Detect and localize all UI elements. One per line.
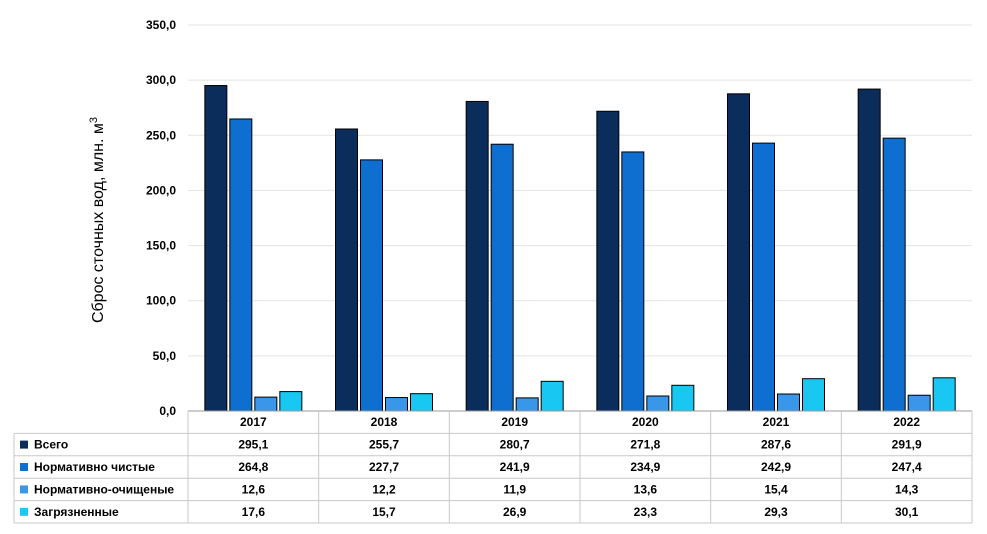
bar xyxy=(621,151,645,412)
data-label: 264,8 xyxy=(238,460,268,474)
y-axis-title-superscript: 3 xyxy=(88,117,100,123)
data-label: 227,7 xyxy=(369,460,399,474)
data-label: 255,7 xyxy=(369,438,399,452)
data-label: 14,3 xyxy=(895,482,919,496)
data-table: 2017 2018 2019 2020 2021 2022 Всего 295,1 255,7 2… xyxy=(13,410,973,524)
bar xyxy=(907,394,931,412)
data-label: 26,9 xyxy=(503,505,527,519)
x-tick-label: 2021 xyxy=(763,415,790,429)
bar xyxy=(254,396,278,412)
bar xyxy=(279,391,303,412)
bar xyxy=(857,88,881,412)
bar xyxy=(410,393,433,412)
bar xyxy=(752,142,775,412)
bar xyxy=(385,397,408,412)
y-tick-label: 50,0 xyxy=(153,349,177,363)
legend-swatch xyxy=(20,507,28,516)
x-tick-label: 2022 xyxy=(893,415,920,429)
bar xyxy=(596,110,620,412)
x-tick-label: 2020 xyxy=(632,415,659,429)
data-label: 234,9 xyxy=(630,460,660,474)
y-axis-title-group: Сброс сточных вод, млн. м3 xyxy=(88,117,107,323)
y-tick-label: 200,0 xyxy=(146,183,176,197)
data-label: 17,6 xyxy=(242,505,266,519)
legend-label: Нормативно-очищеные xyxy=(34,482,174,496)
x-tick-label: 2017 xyxy=(240,415,267,429)
legend-label: Всего xyxy=(34,438,68,452)
data-label: 247,4 xyxy=(892,460,922,474)
y-tick-label: 350,0 xyxy=(146,18,176,32)
data-label: 271,8 xyxy=(630,438,660,452)
gridlines xyxy=(188,24,972,357)
data-label: 23,3 xyxy=(634,505,658,519)
data-label: 291,9 xyxy=(892,438,922,452)
data-label: 11,9 xyxy=(503,482,526,496)
bar xyxy=(932,377,956,412)
bar xyxy=(777,393,800,412)
y-tick-label: 0,0 xyxy=(159,404,176,418)
y-axis-title: Сброс сточных вод, млн. м3 xyxy=(88,117,107,323)
legend-label: Нормативно чистые xyxy=(34,460,155,474)
y-tick-label: 100,0 xyxy=(146,294,176,308)
bar xyxy=(515,397,539,412)
data-label: 242,9 xyxy=(761,460,791,474)
bar xyxy=(490,143,514,412)
data-label: 15,7 xyxy=(372,505,396,519)
bar xyxy=(229,118,253,412)
y-tick-label: 250,0 xyxy=(146,128,176,142)
y-tick-label: 150,0 xyxy=(146,239,176,253)
bar xyxy=(802,378,825,412)
legend-swatch xyxy=(20,463,28,471)
bar xyxy=(465,100,489,412)
data-label: 15,4 xyxy=(764,482,788,496)
data-label: 12,6 xyxy=(242,482,266,496)
bar xyxy=(671,384,695,412)
data-label: 280,7 xyxy=(500,438,530,452)
bar xyxy=(360,159,383,412)
bar xyxy=(204,85,228,412)
y-axis-ticks: 0,0 50,0 100,0 150,0 200,0 250,0 300,0 350,0 xyxy=(146,18,176,418)
legend-swatch xyxy=(20,485,28,494)
data-label: 30,1 xyxy=(895,505,919,519)
bar xyxy=(646,395,670,412)
data-label: 287,6 xyxy=(761,438,791,452)
data-label: 241,9 xyxy=(500,460,530,474)
y-axis-title-main: Сброс сточных вод, млн. м xyxy=(90,123,107,323)
y-tick-label: 300,0 xyxy=(146,73,176,87)
legend-swatch xyxy=(20,440,28,449)
legend-label: Загрязненные xyxy=(34,505,119,519)
data-label: 29,3 xyxy=(764,505,788,519)
bar xyxy=(540,380,564,412)
bar xyxy=(335,128,358,412)
x-tick-label: 2019 xyxy=(501,415,528,429)
bar xyxy=(882,137,906,412)
x-tick-label: 2018 xyxy=(371,415,398,429)
bars xyxy=(204,85,956,412)
data-label: 12,2 xyxy=(372,482,396,496)
data-label: 295,1 xyxy=(238,438,268,452)
data-label: 13,6 xyxy=(634,482,658,496)
bar xyxy=(727,93,750,412)
